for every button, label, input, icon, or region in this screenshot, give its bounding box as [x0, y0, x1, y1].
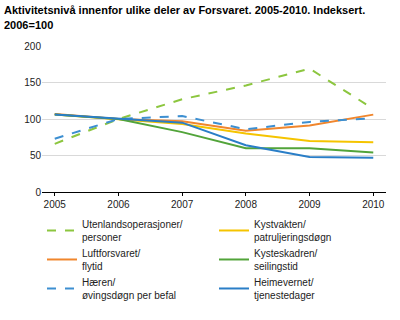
svg-text:2009: 2009: [298, 199, 321, 210]
svg-text:Kystvakten/patruljeringsdøgn: Kystvakten/patruljeringsdøgn: [254, 219, 331, 243]
svg-text:2007: 2007: [171, 199, 194, 210]
svg-text:2010: 2010: [362, 199, 385, 210]
svg-text:50: 50: [30, 150, 42, 161]
svg-text:Utenlandsoperasjoner/personer: Utenlandsoperasjoner/personer: [82, 219, 183, 243]
svg-text:2005: 2005: [44, 199, 67, 210]
svg-text:Aktivitetsnivå innenfor ulike: Aktivitetsnivå innenfor ulike deler av F…: [4, 4, 365, 30]
svg-text:100: 100: [24, 114, 41, 125]
svg-text:200: 200: [24, 41, 41, 52]
svg-text:0: 0: [35, 187, 41, 198]
svg-text:2006: 2006: [107, 199, 130, 210]
svg-text:Heimevernet/tjenestedager: Heimevernet/tjenestedager: [254, 277, 315, 301]
svg-text:2008: 2008: [235, 199, 258, 210]
svg-text:150: 150: [24, 77, 41, 88]
svg-text:Hæren/øvingsdøgn per befal: Hæren/øvingsdøgn per befal: [82, 277, 176, 301]
svg-text:Kysteskadren/seilingstid: Kysteskadren/seilingstid: [254, 248, 318, 272]
svg-text:Luftforsvaret/flytid: Luftforsvaret/flytid: [82, 248, 141, 272]
